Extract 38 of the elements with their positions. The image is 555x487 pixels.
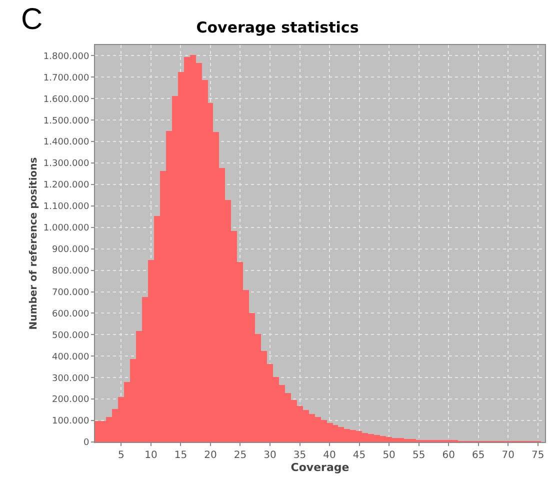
y-tick-label: 600.000 xyxy=(52,309,90,320)
y-tick-label: 300.000 xyxy=(52,374,90,384)
y-tick-label: 0 xyxy=(83,438,90,448)
y-tick-label: 700.000 xyxy=(52,288,90,298)
x-tick-label: 5 xyxy=(118,450,124,461)
y-axis-title: Number of reference positions xyxy=(28,157,40,330)
x-tick-label: 20 xyxy=(204,450,217,461)
x-tick-label: 60 xyxy=(442,450,455,461)
x-tick-label: 55 xyxy=(412,450,426,461)
x-tick-label: 50 xyxy=(382,450,396,461)
x-axis-title: Coverage xyxy=(290,461,350,474)
y-tick-label: 900.000 xyxy=(52,245,90,256)
y-tick-label: 1.300.000 xyxy=(43,159,90,170)
y-tick-label: 1.800.000 xyxy=(43,52,90,62)
x-tick-label: 70 xyxy=(502,450,514,461)
y-tick-label: 100.000 xyxy=(52,416,90,427)
y-tick-label: 1.600.000 xyxy=(43,94,90,105)
y-tick-label: 1.500.000 xyxy=(43,116,90,126)
y-tick-label: 1.000.000 xyxy=(43,224,90,234)
chart-title: Coverage statistics xyxy=(196,18,359,36)
x-tick-label: 35 xyxy=(293,450,306,461)
x-tick-label: 40 xyxy=(323,450,336,461)
y-tick-label: 1.400.000 xyxy=(43,138,90,148)
x-tick-label: 25 xyxy=(234,450,247,461)
x-tick-label: 65 xyxy=(472,450,485,461)
y-tick-label: 500.000 xyxy=(52,330,90,341)
text: C xyxy=(21,3,43,36)
x-tick-label: 15 xyxy=(174,450,188,461)
y-tick-label: 800.000 xyxy=(52,266,90,276)
y-tick-label: 1.700.000 xyxy=(43,73,90,84)
y-tick-label: 400.000 xyxy=(52,352,90,362)
x-tick-label: 75 xyxy=(531,450,544,461)
y-tick-label: 200.000 xyxy=(52,395,90,406)
x-tick-label: 45 xyxy=(352,450,366,461)
x-tick-label: 30 xyxy=(264,450,276,461)
x-tick-label: 10 xyxy=(144,450,158,461)
y-tick-label: 1.200.000 xyxy=(43,180,90,191)
y-tick-label: 1.100.000 xyxy=(43,202,90,212)
